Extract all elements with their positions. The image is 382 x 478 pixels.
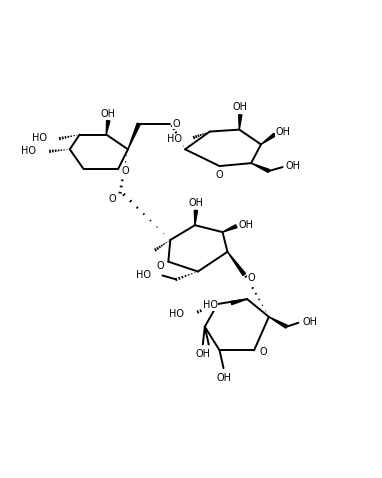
Text: O: O xyxy=(172,119,180,129)
Text: O: O xyxy=(121,166,129,176)
Text: OH: OH xyxy=(239,220,254,230)
Polygon shape xyxy=(194,210,197,225)
Text: HO: HO xyxy=(32,133,47,143)
Text: HO: HO xyxy=(169,309,184,319)
Text: OH: OH xyxy=(216,373,231,383)
Polygon shape xyxy=(227,252,246,275)
Text: O: O xyxy=(216,170,223,180)
Polygon shape xyxy=(261,133,276,144)
Polygon shape xyxy=(269,317,287,328)
Polygon shape xyxy=(128,123,140,149)
Text: OH: OH xyxy=(195,349,210,359)
Text: OH: OH xyxy=(233,102,248,112)
Polygon shape xyxy=(231,299,247,304)
Text: O: O xyxy=(247,273,255,283)
Text: OH: OH xyxy=(303,317,318,327)
Text: OH: OH xyxy=(275,127,290,137)
Text: HO: HO xyxy=(136,271,151,281)
Text: OH: OH xyxy=(285,161,300,171)
Text: O: O xyxy=(157,261,164,271)
Polygon shape xyxy=(223,225,237,232)
Text: O: O xyxy=(259,348,267,358)
Text: HO: HO xyxy=(167,134,182,144)
Text: HO: HO xyxy=(202,300,218,310)
Polygon shape xyxy=(106,120,110,134)
Text: OH: OH xyxy=(188,197,204,207)
Polygon shape xyxy=(251,163,270,173)
Text: O: O xyxy=(108,194,116,204)
Text: HO: HO xyxy=(21,146,36,156)
Text: OH: OH xyxy=(101,109,116,119)
Polygon shape xyxy=(239,115,242,130)
